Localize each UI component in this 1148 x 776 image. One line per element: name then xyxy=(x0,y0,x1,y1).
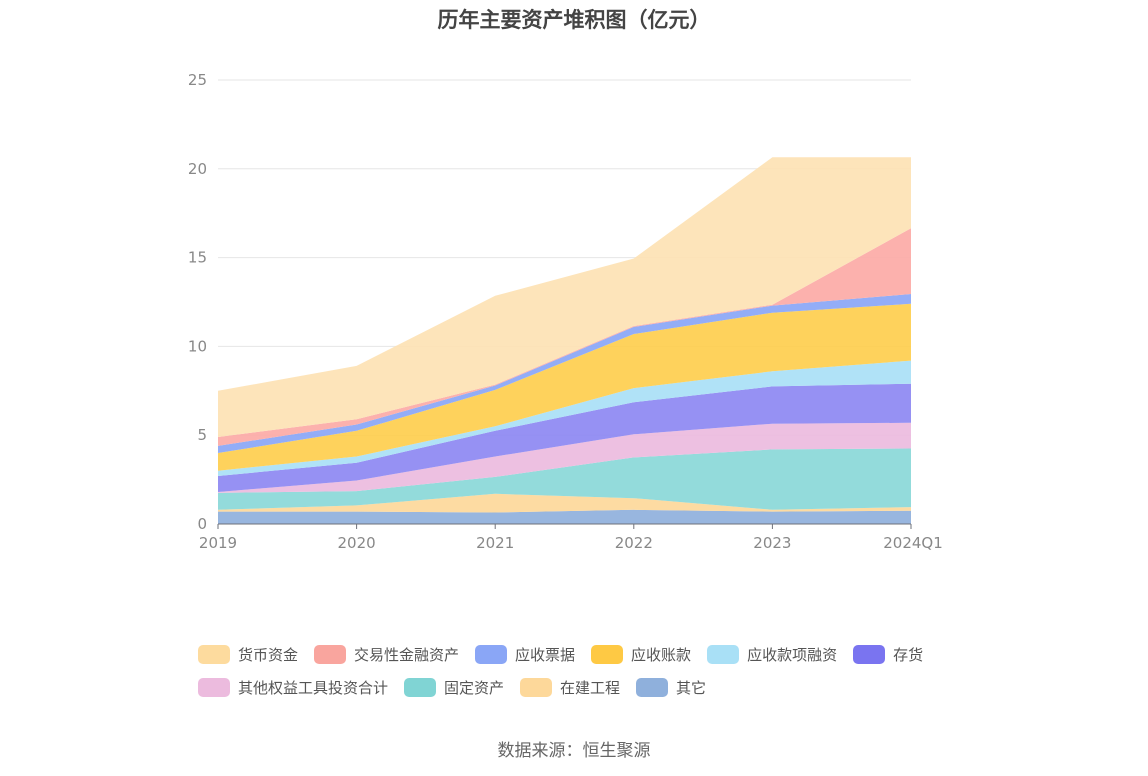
legend-swatch xyxy=(636,678,669,697)
area-series-2 xyxy=(218,448,911,510)
x-tick-label: 2024Q1 xyxy=(883,534,943,552)
legend-item[interactable]: 其它 xyxy=(636,671,706,704)
area-series-5 xyxy=(218,360,911,476)
area-layer xyxy=(218,157,911,524)
legend-label: 应收票据 xyxy=(515,646,576,664)
legend-swatch xyxy=(853,645,886,664)
legend-label: 存货 xyxy=(893,646,924,664)
legend-label: 固定资产 xyxy=(444,679,505,697)
legend-label: 应收款项融资 xyxy=(747,646,838,664)
legend-swatch xyxy=(198,678,230,697)
x-tick-label: 2020 xyxy=(338,534,376,552)
legend-item[interactable]: 应收账款 xyxy=(591,638,691,671)
legend-item[interactable]: 交易性金融资产 xyxy=(314,638,459,671)
y-tick-label: 20 xyxy=(188,160,207,178)
legend-item[interactable]: 在建工程 xyxy=(520,671,620,704)
chart-title: 历年主要资产堆积图（亿元） xyxy=(437,8,711,32)
legend-swatch xyxy=(314,645,347,664)
legend-label: 货币资金 xyxy=(238,646,299,664)
legend: 货币资金 交易性金融资产 应收票据 应收账款 应收款项融资 存货其他权益工具投资合计 固定资… xyxy=(198,638,958,704)
x-tick-label: 2023 xyxy=(753,534,791,552)
y-tick-label: 15 xyxy=(188,249,207,267)
legend-label: 其它 xyxy=(676,679,707,697)
stacked-area-chart: 0 5 10 15 20 25 2019 2020 2021 2022 2023 2024Q1 xyxy=(188,71,943,552)
legend-swatch xyxy=(591,645,624,664)
area-series-6 xyxy=(218,303,911,471)
area-series-7 xyxy=(218,294,911,453)
legend-item[interactable]: 货币资金 xyxy=(198,638,298,671)
data-source: 数据来源：恒生聚源 xyxy=(497,741,651,761)
y-tick-label: 0 xyxy=(197,515,207,533)
legend-label: 应收账款 xyxy=(631,646,692,664)
area-series-9 xyxy=(218,157,911,438)
legend-swatch xyxy=(404,678,437,697)
legend-swatch xyxy=(475,645,508,664)
area-series-1 xyxy=(218,493,911,513)
area-series-3 xyxy=(218,422,911,493)
x-tick-label: 2021 xyxy=(476,534,514,552)
legend-label: 其他权益工具投资合计 xyxy=(238,679,389,697)
y-tick-label: 25 xyxy=(188,71,207,89)
area-series-0 xyxy=(218,509,911,524)
axes: 0 5 10 15 20 25 2019 2020 2021 2022 2023 2024Q1 xyxy=(188,71,943,552)
legend-item[interactable]: 固定资产 xyxy=(404,671,504,704)
legend-item[interactable]: 其他权益工具投资合计 xyxy=(198,671,388,704)
legend-item[interactable]: 存货 xyxy=(853,638,923,671)
legend-swatch xyxy=(198,645,230,664)
legend-label: 在建工程 xyxy=(560,679,621,697)
area-series-4 xyxy=(218,383,911,492)
x-tick-label: 2019 xyxy=(199,534,237,552)
legend-item[interactable]: 应收款项融资 xyxy=(707,638,837,671)
legend-item[interactable]: 应收票据 xyxy=(475,638,575,671)
legend-swatch xyxy=(707,645,740,664)
x-tick-label: 2022 xyxy=(615,534,653,552)
y-tick-label: 10 xyxy=(188,337,207,355)
y-tick-label: 5 xyxy=(197,426,207,444)
legend-label: 交易性金融资产 xyxy=(354,646,460,664)
legend-swatch xyxy=(520,678,553,697)
